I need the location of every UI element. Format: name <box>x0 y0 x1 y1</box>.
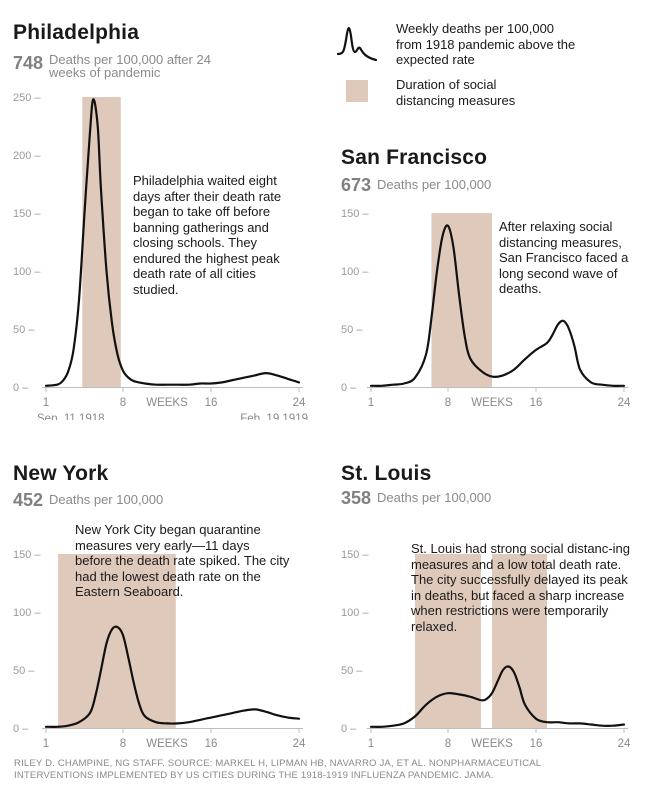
y-tick-label: 250 – <box>13 92 41 104</box>
total-value: 748 <box>13 53 44 73</box>
annotation-philadelphia: Philadelphia waited eight days after the… <box>133 173 282 297</box>
total-value: 452 <box>13 490 44 510</box>
source-credit: RILEY D. CHAMPINE, NG STAFF. SOURCE: MAR… <box>14 758 541 781</box>
plot-st-louis: 0 – 50 – 100 – 150 – 1 8 16 24 WEEKS <box>341 549 631 750</box>
chart-title-new-york: New York <box>13 462 109 485</box>
total-label: Deaths per 100,000 <box>377 177 492 192</box>
y-tick-label: 0 – <box>13 382 29 394</box>
x-tick-label: 16 <box>205 738 218 750</box>
total-label: Deaths per 100,000 <box>49 492 164 507</box>
y-tick-label: 100 – <box>341 266 369 278</box>
y-tick-label: 0 – <box>341 723 357 735</box>
y-tick-label: 50 – <box>13 665 35 677</box>
x-tick-label: 8 <box>445 397 451 409</box>
y-tick-label: 50 – <box>341 665 363 677</box>
x-tick-label: 24 <box>293 738 306 750</box>
x-tick-label: 1 <box>368 738 374 750</box>
chart-san-francisco: 0 – 50 – 100 – 150 – 1 8 16 24 WEEKS <box>341 208 631 409</box>
distancing-period <box>431 213 492 387</box>
x-tick-label: 24 <box>293 397 306 409</box>
legend-line-label: Weekly deaths per 100,000 from 1918 pand… <box>396 21 576 67</box>
legend-line-icon <box>336 27 378 62</box>
y-tick-label: 200 – <box>13 150 41 162</box>
series-line <box>44 625 301 728</box>
y-tick-label: 0 – <box>341 382 357 394</box>
chart-title-philadelphia: Philadelphia <box>13 21 140 44</box>
series-line <box>44 98 301 387</box>
total-label: Deaths per 100,000 after 24 weeks of pan… <box>49 52 211 80</box>
x-tick-label: 8 <box>120 397 126 409</box>
x-tick-label: 16 <box>530 738 543 750</box>
y-tick-label: 100 – <box>13 266 41 278</box>
x-tick-label: 16 <box>205 397 218 409</box>
plot-san-francisco: 0 – 50 – 100 – 150 – 1 8 16 24 WEEKS <box>341 208 631 409</box>
distancing-period <box>415 554 481 728</box>
x-tick-label: 1 <box>368 397 374 409</box>
x-tick-label: 1 <box>43 738 49 750</box>
annotation-san-francisco: After relaxing social distancing measure… <box>499 219 629 296</box>
y-tick-label: 100 – <box>13 607 41 619</box>
x-axis-label: WEEKS <box>146 738 188 750</box>
y-tick-label: 150 – <box>13 208 41 220</box>
x-tick-label: 24 <box>618 397 631 409</box>
distancing-period <box>58 554 176 728</box>
total-philadelphia: 748 Deaths per 100,000 after 24 weeks of … <box>13 53 219 79</box>
y-tick-label: 50 – <box>341 324 363 336</box>
y-tick-label: 150 – <box>341 208 369 220</box>
series-line <box>369 224 626 387</box>
total-value: 673 <box>341 175 372 195</box>
plot-new-york: 0 – 50 – 100 – 150 – 1 8 16 24 WEEKS <box>13 549 306 750</box>
annotation-st-louis: St. Louis had strong social distanc-ing … <box>411 541 630 634</box>
annotation-new-york: New York City began quarantine measures … <box>75 522 290 599</box>
x-tick-label: 24 <box>618 738 631 750</box>
y-tick-label: 0 – <box>13 723 29 735</box>
x-tick-label: 16 <box>530 397 543 409</box>
x-axis-label: WEEKS <box>471 397 513 409</box>
x-axis-label: WEEKS <box>146 397 188 409</box>
y-tick-label: 150 – <box>13 549 41 561</box>
total-new-york: 452 Deaths per 100,000 <box>13 490 163 511</box>
x-axis-label: WEEKS <box>471 738 513 750</box>
x-end-date-label: Feb. 19 1919 <box>240 413 308 420</box>
y-tick-label: 100 – <box>341 607 369 619</box>
chart-new-york: 0 – 50 – 100 – 150 – 1 8 16 24 WEEKS <box>13 549 306 750</box>
total-label: Deaths per 100,000 <box>377 490 492 505</box>
legend-box-label: Duration of social distancing measures <box>396 77 516 108</box>
chart-philadelphia: 0 – 50 – 100 – 150 – 200 – 250 – 1 8 16 24 WEEKS Se… <box>13 92 308 420</box>
total-value: 358 <box>341 488 372 508</box>
chart-title-st-louis: St. Louis <box>341 462 432 485</box>
series-line <box>369 665 626 728</box>
distancing-period <box>492 554 547 728</box>
x-tick-label: 1 <box>43 397 49 409</box>
x-tick-label: 8 <box>445 738 451 750</box>
plot-philadelphia: 0 – 50 – 100 – 150 – 200 – 250 – 1 8 16 24 WEEKS Se… <box>13 92 308 420</box>
legend-box-icon <box>346 80 368 102</box>
chart-st-louis: 0 – 50 – 100 – 150 – 1 8 16 24 WEEKS <box>341 549 631 750</box>
total-san-francisco: 673 Deaths per 100,000 <box>341 175 491 196</box>
y-tick-label: 50 – <box>13 324 35 336</box>
x-start-date-label: Sep. 11 1918 <box>37 413 105 420</box>
y-tick-label: 150 – <box>341 549 369 561</box>
x-tick-label: 8 <box>120 738 126 750</box>
legend <box>336 27 378 102</box>
chart-title-san-francisco: San Francisco <box>341 146 488 169</box>
total-st-louis: 358 Deaths per 100,000 <box>341 488 491 509</box>
